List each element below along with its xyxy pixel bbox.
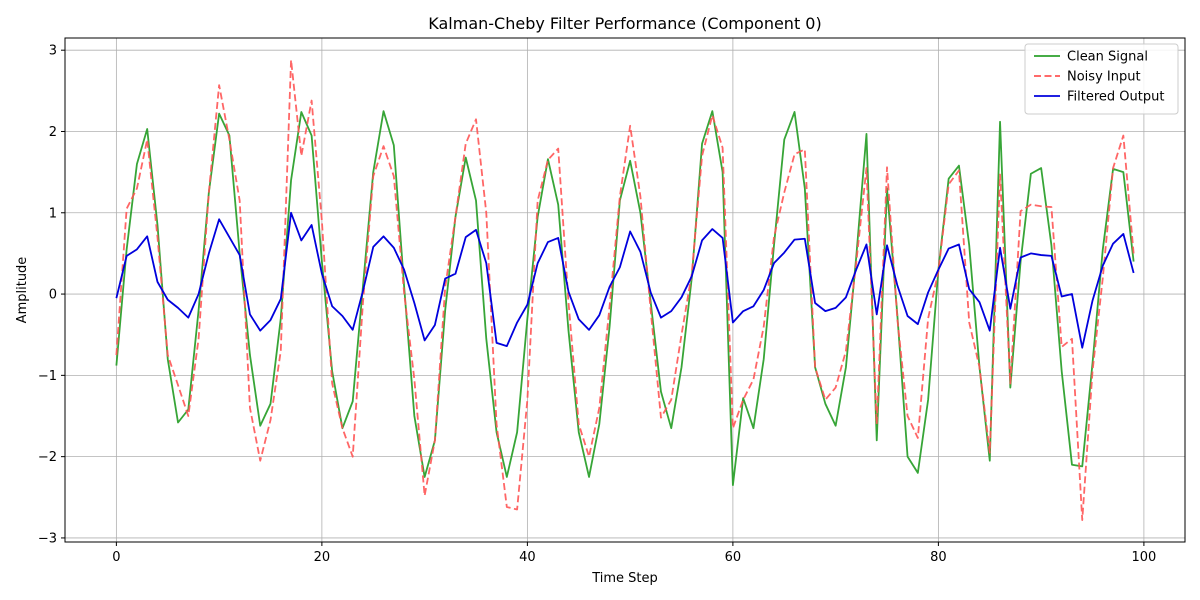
legend-label: Noisy Input xyxy=(1067,70,1141,85)
grid xyxy=(65,38,1185,542)
series-line-noisy-input xyxy=(115,59,1135,521)
plot-area-frame xyxy=(64,37,1186,543)
legend: Clean Signal Noisy Input Filtered Output xyxy=(1024,43,1179,115)
x-tick-label: 60 xyxy=(725,550,742,565)
legend-label: Filtered Output xyxy=(1067,90,1164,105)
axis-ticks: 0 20 40 60 80 100 −3 −2 −1 0 1 2 3 xyxy=(38,44,1156,565)
y-axis-title: Amplitude xyxy=(15,257,30,324)
chart-title: Kalman-Cheby Filter Performance (Compone… xyxy=(428,14,821,33)
y-tick-label: 3 xyxy=(49,44,57,59)
y-tick-label: −2 xyxy=(38,450,57,465)
y-tick-label: −3 xyxy=(38,531,57,546)
x-tick-label: 0 xyxy=(112,550,120,565)
y-tick-label: 0 xyxy=(49,288,57,303)
series-lines xyxy=(115,59,1135,521)
y-tick-label: 1 xyxy=(49,206,57,221)
x-tick-label: 80 xyxy=(930,550,947,565)
y-tick-label: −1 xyxy=(38,369,57,384)
legend-label: Clean Signal xyxy=(1067,50,1148,65)
x-tick-label: 40 xyxy=(519,550,536,565)
series-line-filtered-output xyxy=(115,211,1135,349)
legend-box xyxy=(1024,43,1179,115)
x-axis-title: Time Step xyxy=(591,571,658,586)
x-tick-label: 100 xyxy=(1131,550,1156,565)
x-tick-label: 20 xyxy=(314,550,331,565)
y-tick-label: 2 xyxy=(49,125,57,140)
